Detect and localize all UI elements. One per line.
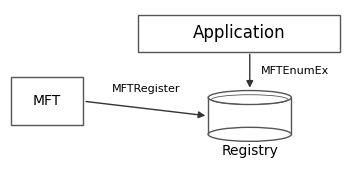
Text: Application: Application	[193, 24, 285, 42]
Ellipse shape	[208, 91, 291, 105]
Text: MFTRegister: MFTRegister	[111, 84, 180, 94]
Ellipse shape	[208, 127, 291, 141]
Bar	[138, 15, 340, 52]
Text: MFT: MFT	[33, 94, 61, 108]
Text: MFTEnumEx: MFTEnumEx	[261, 66, 329, 76]
Text: Registry: Registry	[221, 144, 278, 158]
Bar	[208, 98, 291, 134]
Ellipse shape	[208, 91, 291, 105]
Bar	[11, 77, 83, 125]
